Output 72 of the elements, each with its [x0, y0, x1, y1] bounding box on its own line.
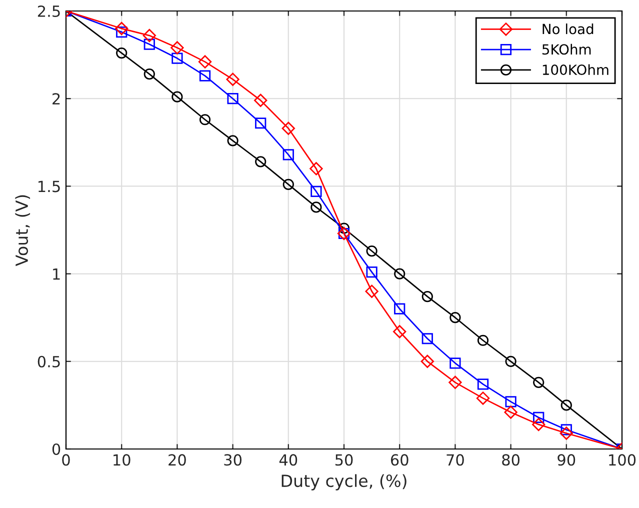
point [282, 149, 294, 160]
point [310, 162, 323, 176]
point [226, 72, 240, 86]
point [255, 156, 266, 168]
point [172, 52, 183, 64]
point [366, 266, 378, 278]
y-tick-label: 0.5 [38, 356, 60, 368]
x-tick-label: 10 [114, 454, 130, 466]
point [282, 122, 295, 135]
x-tick-label: 90 [558, 454, 576, 466]
y-axis-title: Vout, (V) [15, 195, 30, 266]
point [393, 325, 406, 338]
point [366, 245, 378, 257]
point [142, 28, 156, 42]
x-tick-label: 20 [168, 454, 186, 466]
point [338, 222, 350, 234]
point [199, 70, 211, 82]
line-series [66, 11, 622, 449]
x-tick-label: 30 [224, 454, 242, 466]
legend-label: 100KOhm [542, 64, 608, 76]
point [560, 426, 573, 440]
point [227, 135, 238, 146]
x-tick-label: 100 [609, 454, 636, 466]
point [255, 118, 266, 129]
point [394, 303, 406, 314]
point [116, 47, 128, 59]
x-axis-title: Duty cycle, (%) [282, 474, 406, 490]
legend-label: 5KOhm [542, 44, 591, 55]
point [254, 94, 268, 107]
point [504, 406, 518, 419]
point [505, 356, 516, 367]
point [115, 22, 128, 36]
point [560, 424, 572, 436]
point [310, 186, 322, 198]
point [533, 376, 544, 388]
point [310, 202, 322, 213]
x-tick-label: 80 [502, 454, 520, 466]
point [172, 91, 183, 102]
x-tick-label: 40 [279, 454, 298, 466]
point [450, 358, 461, 369]
point [144, 38, 155, 50]
point [505, 396, 516, 408]
point [116, 26, 128, 38]
point [198, 55, 212, 68]
point [422, 333, 433, 344]
point [227, 93, 238, 104]
legend-label: No load [542, 24, 594, 34]
y-tick-label: 1 [53, 268, 60, 280]
point [282, 178, 294, 190]
point [560, 400, 572, 411]
point [448, 376, 462, 390]
point [533, 412, 544, 424]
point [422, 291, 433, 302]
y-tick-label: 0 [52, 443, 60, 456]
x-tick-label: 0 [62, 454, 70, 466]
y-tick-label: 2.5 [38, 5, 60, 18]
y-tick-label: 2 [52, 93, 60, 104]
point [365, 284, 378, 298]
point [199, 114, 211, 126]
x-tick-label: 50 [335, 454, 353, 466]
point [394, 268, 406, 280]
point [477, 378, 489, 390]
y-tick-label: 1.5 [38, 180, 60, 192]
point [532, 418, 546, 432]
x-tick-label: 60 [390, 454, 408, 466]
point [450, 312, 461, 324]
point [476, 392, 490, 405]
point [477, 334, 489, 346]
x-tick-label: 70 [446, 454, 464, 466]
point [144, 68, 155, 80]
point [420, 354, 434, 368]
point [170, 41, 184, 54]
